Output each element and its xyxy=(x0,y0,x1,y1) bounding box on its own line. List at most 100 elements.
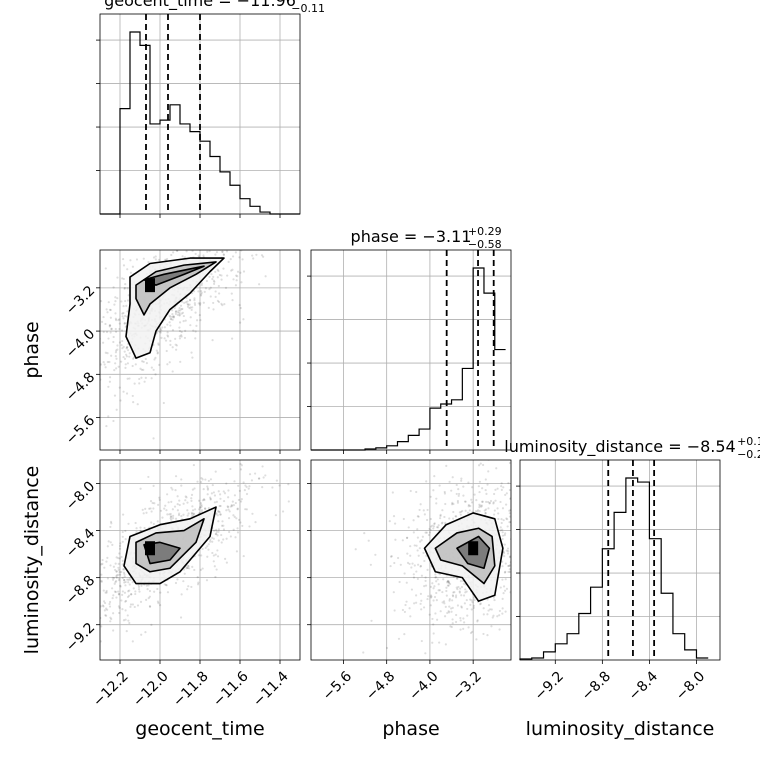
scatter-point xyxy=(98,338,100,340)
scatter-point xyxy=(450,610,453,613)
scatter-point xyxy=(516,504,518,506)
scatter-point xyxy=(201,567,204,570)
hist-panel-luminosity_distance: luminosity_distance = −8.54+0.18−0.21−9.… xyxy=(504,435,760,740)
scatter-point xyxy=(142,257,145,260)
scatter-point xyxy=(524,520,526,522)
scatter-point xyxy=(194,230,196,232)
scatter-point xyxy=(140,584,143,587)
scatter-point xyxy=(419,602,422,605)
scatter-point xyxy=(197,554,201,557)
scatter-point xyxy=(135,531,138,534)
scatter-point xyxy=(505,517,508,520)
scatter-point xyxy=(123,579,126,582)
scatter-point xyxy=(429,495,432,498)
scatter-point xyxy=(176,509,179,512)
scatter-point xyxy=(457,492,461,496)
scatter-point xyxy=(97,603,99,605)
scatter-point xyxy=(175,344,178,347)
title-plus: +0.16 xyxy=(291,0,325,2)
scatter-point xyxy=(106,608,109,611)
scatter-point xyxy=(508,564,511,567)
scatter-point xyxy=(201,237,203,239)
scatter-point xyxy=(509,497,511,500)
scatter-point xyxy=(477,485,480,488)
scatter-point xyxy=(72,271,74,273)
x-tick-label: −4.8 xyxy=(363,668,398,703)
scatter-point xyxy=(191,250,194,252)
scatter-point xyxy=(489,499,493,503)
scatter-point xyxy=(415,601,418,604)
scatter-point xyxy=(248,525,251,528)
scatter-point xyxy=(274,514,277,517)
scatter-point xyxy=(465,458,467,460)
scatter-point xyxy=(493,509,496,512)
scatter-point xyxy=(239,468,243,471)
scatter-point xyxy=(193,297,196,300)
scatter-point xyxy=(436,578,439,581)
scatter-point xyxy=(150,366,153,369)
scatter-point xyxy=(166,591,170,594)
scatter-point xyxy=(450,489,453,492)
scatter-point xyxy=(117,605,121,608)
scatter-point xyxy=(129,578,132,581)
scatter-point xyxy=(121,563,124,566)
scatter-point xyxy=(444,643,447,646)
title-minus: −0.21 xyxy=(737,448,760,461)
scatter-point xyxy=(171,315,174,318)
scatter-point xyxy=(206,493,209,496)
scatter-point xyxy=(128,355,131,358)
scatter-point xyxy=(492,502,495,505)
scatter-point xyxy=(363,532,366,535)
scatter-point xyxy=(546,566,548,568)
scatter-point xyxy=(67,420,69,422)
scatter-point xyxy=(432,587,435,590)
scatter-point xyxy=(109,331,112,334)
title-value: phase = −3.11 xyxy=(351,227,472,246)
scatter-point xyxy=(153,590,156,593)
scatter-point xyxy=(103,566,106,569)
scatter-point xyxy=(121,535,124,538)
scatter-point xyxy=(222,253,226,257)
scatter-point xyxy=(550,554,552,556)
scatter-point xyxy=(230,503,233,507)
scatter-point xyxy=(287,500,290,503)
scatter-point xyxy=(168,238,170,240)
scatter-point xyxy=(115,367,118,370)
scatter-point xyxy=(122,513,125,516)
scatter-point xyxy=(123,575,126,578)
scatter-point xyxy=(454,620,458,624)
scatter-point xyxy=(95,299,97,301)
scatter-point xyxy=(121,347,124,350)
histogram-geocent_time xyxy=(100,31,300,215)
scatter-point xyxy=(486,613,489,616)
scatter-point xyxy=(177,226,179,228)
scatter-point xyxy=(197,254,200,257)
scatter-point xyxy=(164,339,168,342)
scatter-point xyxy=(451,622,454,625)
scatter-point xyxy=(149,232,151,234)
scatter-point xyxy=(156,600,160,603)
scatter-point xyxy=(147,584,150,587)
scatter-point xyxy=(454,594,458,597)
scatter-point xyxy=(186,300,189,303)
scatter-point xyxy=(134,363,137,366)
scatter-point xyxy=(419,564,423,568)
scatter-point xyxy=(148,507,151,510)
scatter-point xyxy=(215,500,218,503)
scatter-point xyxy=(127,581,130,584)
scatter-point xyxy=(229,258,232,261)
scatter-point xyxy=(171,370,174,373)
scatter-point xyxy=(247,487,250,490)
scatter-point xyxy=(392,591,395,594)
scatter-point xyxy=(118,606,121,609)
scatter-point xyxy=(507,550,510,553)
scatter-point xyxy=(164,583,168,587)
scatter-point xyxy=(70,564,72,566)
scatter-point xyxy=(258,283,261,286)
scatter-point xyxy=(178,499,181,502)
scatter-point xyxy=(516,509,518,511)
scatter-point xyxy=(69,328,71,330)
scatter-point xyxy=(152,522,155,526)
scatter-point xyxy=(190,308,193,311)
scatter-point xyxy=(210,273,213,276)
